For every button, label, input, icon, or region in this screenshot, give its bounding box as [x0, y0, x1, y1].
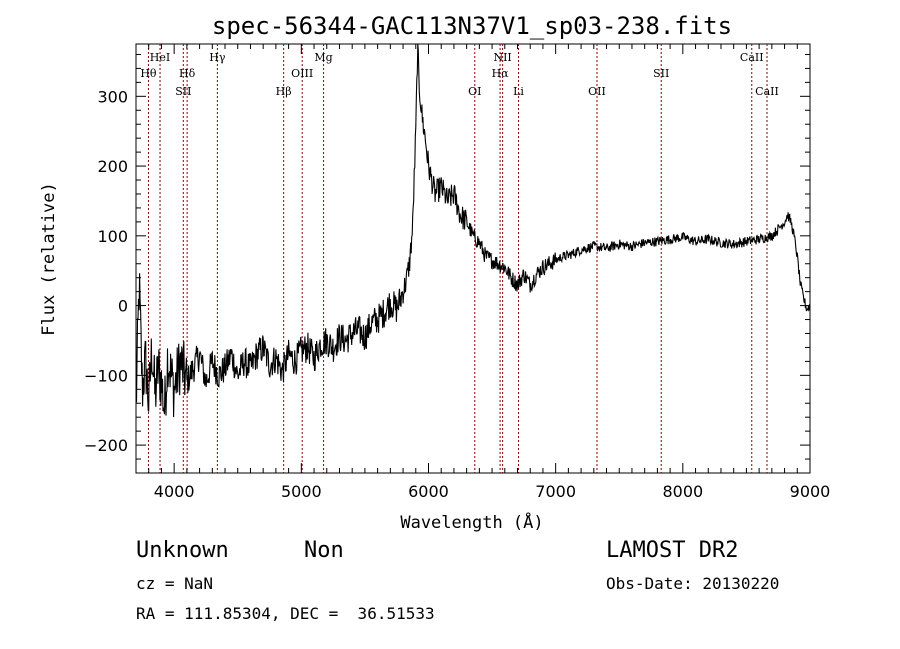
x-tick-label-5: 9000: [790, 482, 831, 501]
marker-label-11: Li: [513, 85, 524, 98]
y-axis-label: Flux (relative): [39, 182, 59, 336]
marker-label-13: SII: [653, 67, 669, 80]
x-tick-label-2: 6000: [408, 482, 449, 501]
marker-label-14: CaII: [740, 51, 764, 64]
x-tick-label-3: 7000: [535, 482, 576, 501]
chart-title: spec-56344-GAC113N37V1_sp03-238.fits: [212, 12, 732, 40]
marker-label-5: Hβ: [276, 85, 292, 98]
y-tick-label-4: 200: [97, 157, 128, 176]
class-label: Unknown: [136, 538, 229, 563]
y-tick-label-3: 100: [97, 227, 128, 246]
x-tick-label-4: 8000: [662, 482, 703, 501]
plot-frame: [135, 43, 811, 474]
marker-label-9: NII: [493, 51, 511, 64]
obs-date-label: Obs-Date: 20130220: [606, 574, 780, 593]
redshift-label: cz = NaN: [136, 574, 214, 593]
coordinates-label: RA = 111.85304, DEC = 36.51533: [136, 604, 435, 623]
marker-label-1: HeI: [150, 51, 170, 64]
y-tick-label-5: 300: [97, 87, 128, 106]
x-tick-label-1: 5000: [281, 482, 322, 501]
axes: 4000 5000 6000 7000 8000 9000 −200 −100 0 100 200 3…: [84, 44, 830, 501]
marker-label-8: OI: [468, 85, 481, 98]
marker-label-0: Hθ: [140, 67, 157, 80]
spectrum-line: [135, 43, 811, 418]
marker-label-7: Mg: [314, 51, 332, 64]
marker-label-15: CaII: [755, 85, 779, 98]
y-tick-label-1: −100: [84, 366, 128, 385]
y-tick-label-0: −200: [84, 436, 128, 455]
x-tick-label-0: 4000: [154, 482, 195, 501]
marker-label-2: Hδ: [179, 67, 196, 80]
marker-label-3: SII: [175, 85, 191, 98]
marker-label-10: Hα: [492, 67, 510, 80]
survey-label: LAMOST DR2: [606, 538, 739, 563]
y-tick-label-2: 0: [118, 297, 128, 316]
marker-label-4: Hγ: [209, 51, 226, 64]
x-axis-label: Wavelength (Å): [400, 511, 543, 533]
subclass-label: Non: [304, 538, 344, 563]
marker-label-12: OII: [588, 85, 606, 98]
marker-label-6: OIII: [291, 67, 313, 80]
